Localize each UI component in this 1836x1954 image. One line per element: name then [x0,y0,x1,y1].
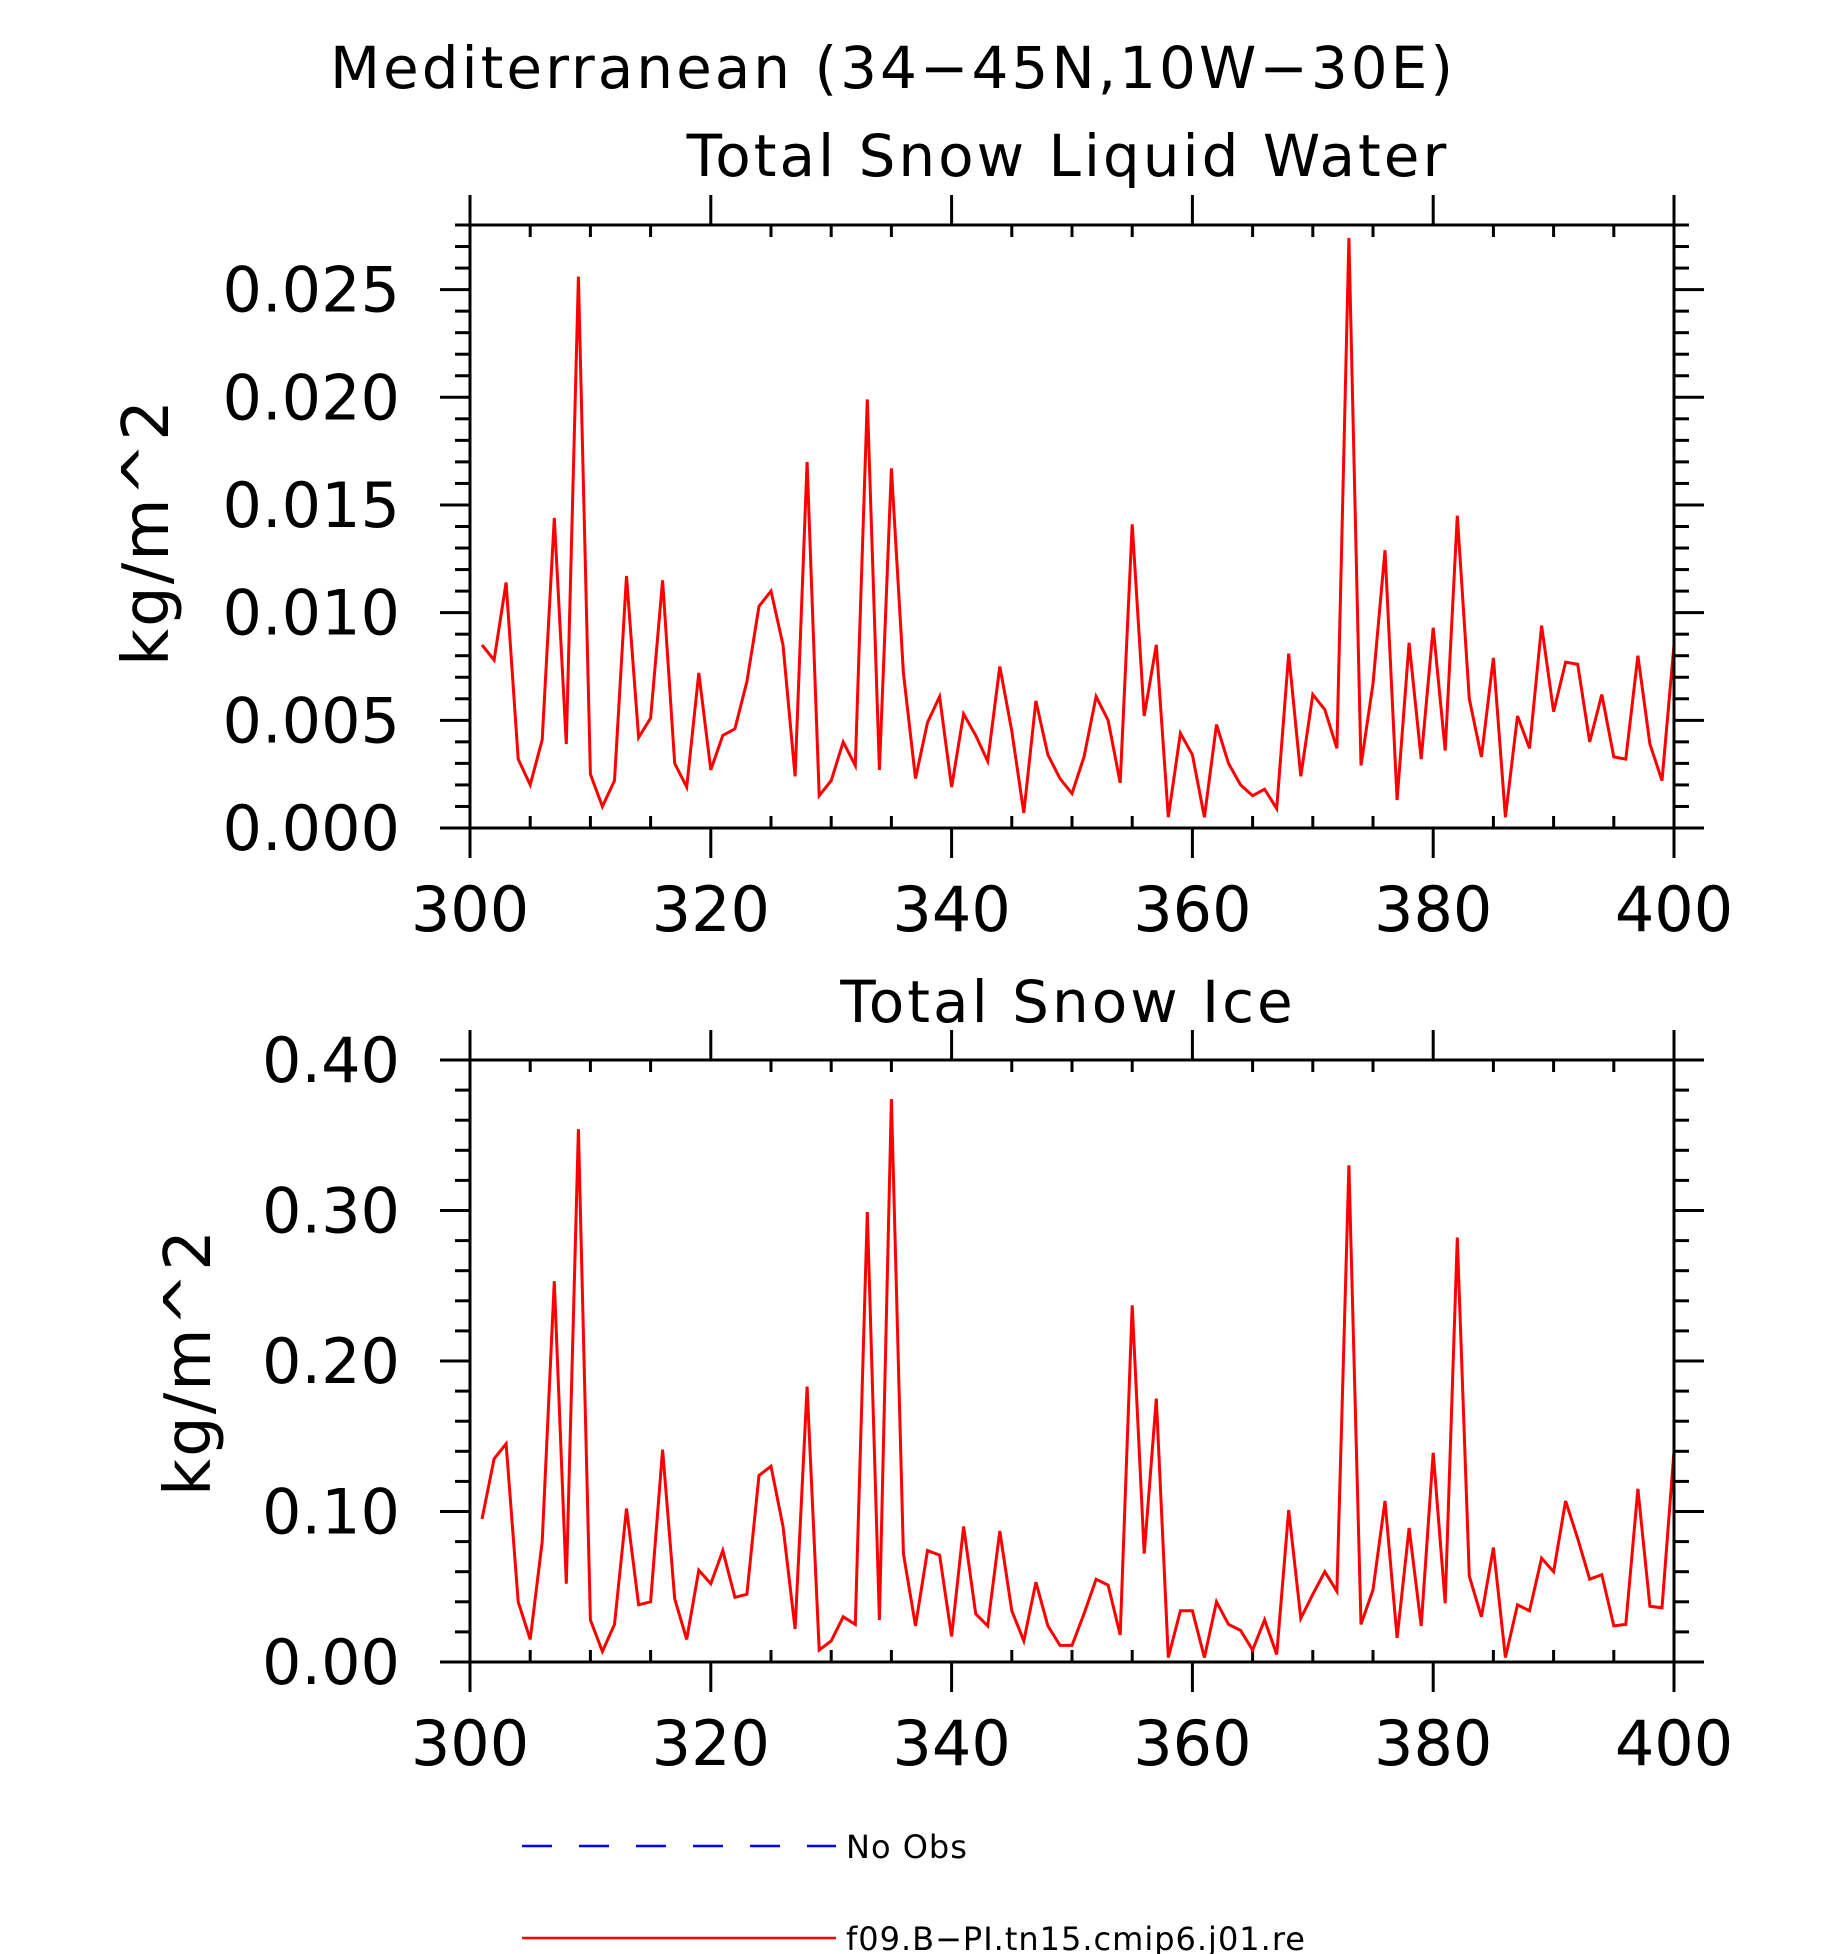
y-tick-label: 0.40 [262,1024,400,1097]
x-tick-label: 380 [1374,1707,1492,1780]
x-tick-label: 400 [1615,1707,1733,1780]
y-tick-label: 0.010 [223,577,401,650]
y-tick-label: 0.005 [223,684,401,757]
series-line [480,1099,1676,1658]
y-tick-label: 0.00 [262,1626,400,1699]
plot-area [480,237,1676,818]
x-tick-label: 320 [652,1707,770,1780]
figure-title: Mediterranean (34−45N,10W−30E) [330,34,1456,102]
y-tick-label: 0.20 [262,1325,400,1398]
plot-area [480,1099,1676,1658]
y-tick-label: 0.000 [223,792,401,865]
panel-title: Total Snow Liquid Water [686,122,1450,190]
plot-frame [468,223,1676,830]
panel-snow-liquid-water: Total Snow Liquid Water kg/m^2 300 320 340… [110,122,1733,946]
x-tick-label: 300 [411,873,529,946]
legend-label-model-run: f09.B−PI.tn15.cmip6.j01.re [846,1920,1306,1954]
y-tick-label: 0.015 [223,469,401,542]
y-axis-label: kg/m^2 [152,1228,226,1496]
y-tick-label: 0.020 [223,361,401,434]
y-tick-label: 0.30 [262,1175,400,1248]
series-line [480,237,1676,818]
tick-labels: 300 320 340 360 380 400 0.00 0.10 0.20 0.30 0.40 [262,1024,1733,1780]
x-tick-label: 360 [1133,1707,1251,1780]
axis-ticks [440,1030,1704,1692]
panel-snow-ice: Total Snow Ice kg/m^2 300 320 340 360 380 400… [152,968,1733,1780]
y-tick-label: 0.10 [262,1476,400,1549]
y-axis-label: kg/m^2 [110,398,184,666]
legend: No Obs f09.B−PI.tn15.cmip6.j01.re [522,1828,1306,1954]
panel-title: Total Snow Ice [839,968,1296,1036]
x-tick-label: 340 [892,1707,1010,1780]
x-tick-label: 320 [652,873,770,946]
x-tick-label: 300 [411,1707,529,1780]
x-tick-label: 400 [1615,873,1733,946]
tick-labels: 300 320 340 360 380 400 0.000 0.005 0.010 0.015 0.… [223,254,1734,946]
plot-frame [468,1058,1676,1664]
x-tick-label: 360 [1133,873,1251,946]
y-tick-label: 0.025 [223,254,401,327]
legend-label-no-obs: No Obs [846,1828,968,1866]
axis-ticks [440,195,1704,858]
x-tick-label: 340 [892,873,1010,946]
x-tick-label: 380 [1374,873,1492,946]
